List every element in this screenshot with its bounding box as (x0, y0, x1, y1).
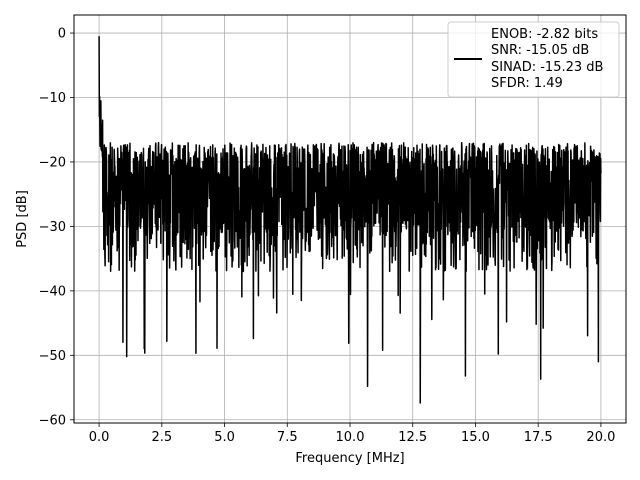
y-tick-label: −10 (39, 91, 66, 106)
y-tick-label: −30 (39, 220, 66, 235)
x-tick-label: 20.0 (586, 430, 615, 445)
legend: ENOB: -2.82 bits SNR: -15.05 dB SINAD: -… (447, 21, 620, 98)
x-tick-label: 17.5 (524, 430, 553, 445)
x-tick-label: 0.0 (89, 430, 110, 445)
y-tick-label: −20 (39, 155, 66, 170)
x-tick-label: 12.5 (398, 430, 427, 445)
x-axis-ticks: 0.0 2.5 5.0 7.5 10.0 12.5 15.0 17.5 20.0 (89, 423, 615, 445)
legend-snr: SNR: -15.05 dB (491, 43, 589, 58)
y-tick-label: 0 (58, 27, 66, 42)
x-tick-label: 10.0 (336, 430, 365, 445)
legend-box (447, 21, 620, 98)
x-tick-label: 15.0 (461, 430, 490, 445)
legend-enob: ENOB: -2.82 bits (491, 27, 598, 42)
psd-series-line (98, 36, 602, 404)
x-tick-label: 2.5 (151, 430, 172, 445)
x-axis-label: Frequency [MHz] (295, 451, 404, 466)
plot-area (98, 36, 602, 404)
y-tick-label: −60 (39, 413, 66, 428)
legend-sinad: SINAD: -15.23 dB (491, 60, 603, 75)
x-tick-label: 5.0 (214, 430, 235, 445)
y-tick-label: −50 (39, 349, 66, 364)
x-tick-label: 7.5 (277, 430, 298, 445)
legend-sfdr: SFDR: 1.49 (491, 76, 563, 91)
y-tick-label: −40 (39, 284, 66, 299)
y-axis-ticks: 0 −10 −20 −30 −40 −50 −60 (39, 27, 74, 428)
y-axis-label: PSD [dB] (15, 190, 30, 248)
